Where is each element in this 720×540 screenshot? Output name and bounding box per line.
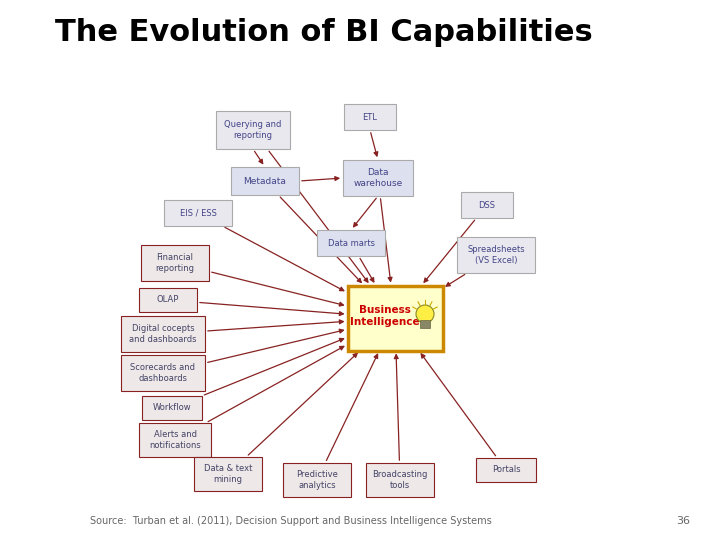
FancyBboxPatch shape [231,167,299,195]
FancyBboxPatch shape [283,463,351,497]
FancyBboxPatch shape [461,192,513,218]
Circle shape [416,305,434,323]
Text: The Evolution of BI Capabilities: The Evolution of BI Capabilities [55,18,593,47]
FancyBboxPatch shape [164,200,232,226]
FancyBboxPatch shape [348,286,443,350]
Text: ETL: ETL [363,112,377,122]
Text: Spreadsheets
(VS Excel): Spreadsheets (VS Excel) [467,245,525,265]
Text: 36: 36 [676,516,690,526]
FancyBboxPatch shape [139,423,211,457]
Text: Metadata: Metadata [243,177,287,186]
FancyBboxPatch shape [366,463,434,497]
FancyBboxPatch shape [121,355,205,391]
Text: Data marts: Data marts [328,239,374,247]
Text: Data
warehouse: Data warehouse [354,168,402,188]
FancyBboxPatch shape [420,320,430,328]
FancyBboxPatch shape [194,457,262,491]
Text: Digital cocepts
and dashboards: Digital cocepts and dashboards [130,325,197,343]
Text: Broadcasting
tools: Broadcasting tools [372,470,428,490]
FancyBboxPatch shape [457,237,535,273]
Text: Portals: Portals [492,465,521,475]
Text: Financial
reporting: Financial reporting [156,253,194,273]
Text: Querying and
reporting: Querying and reporting [225,120,282,140]
FancyBboxPatch shape [344,104,396,130]
Text: Scorecards and
dashboards: Scorecards and dashboards [130,363,196,383]
Text: Alerts and
notifications: Alerts and notifications [149,430,201,450]
Text: Predictive
analytics: Predictive analytics [296,470,338,490]
Text: Workflow: Workflow [153,403,192,413]
Text: EIS / ESS: EIS / ESS [179,208,217,218]
FancyBboxPatch shape [343,160,413,196]
FancyBboxPatch shape [476,458,536,482]
FancyBboxPatch shape [216,111,290,149]
FancyBboxPatch shape [121,316,205,352]
Text: Source:  Turban et al. (2011), Decision Support and Business Intelligence System: Source: Turban et al. (2011), Decision S… [90,516,492,526]
FancyBboxPatch shape [317,230,385,256]
FancyBboxPatch shape [139,288,197,312]
FancyBboxPatch shape [141,245,209,281]
Text: OLAP: OLAP [157,295,179,305]
Text: Data & text
mining: Data & text mining [204,464,252,484]
FancyBboxPatch shape [142,396,202,420]
Text: Business
Intelligence: Business Intelligence [350,305,420,327]
Text: DSS: DSS [479,200,495,210]
